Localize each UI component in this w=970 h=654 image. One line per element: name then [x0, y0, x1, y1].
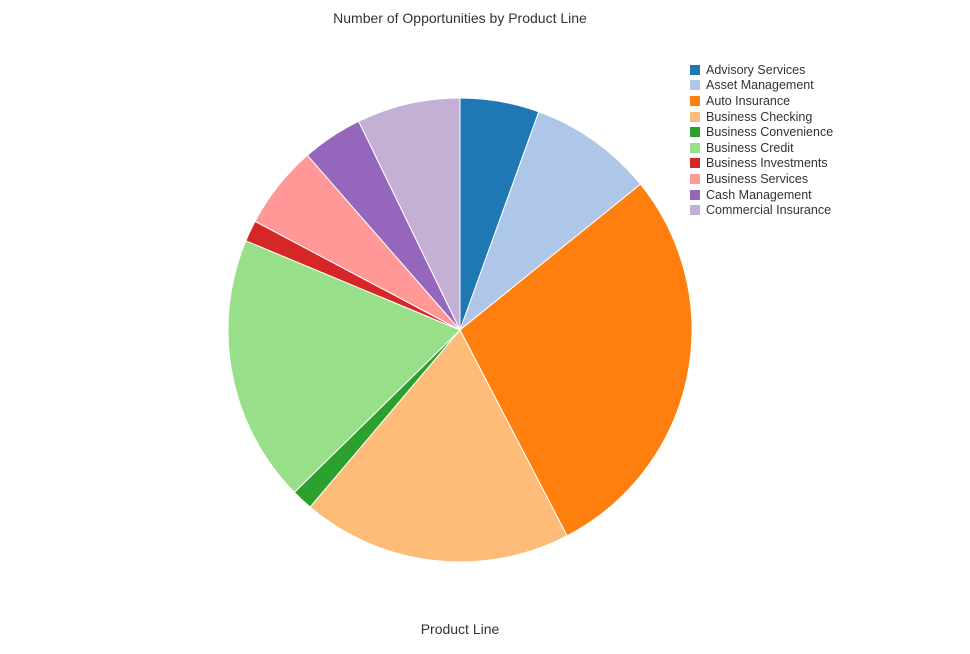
- legend-swatch: [690, 64, 700, 75]
- legend-label: Cash Management: [706, 187, 812, 202]
- pie-slice-commercial-insurance[interactable]: [358, 97, 461, 331]
- x-axis-label: Product Line: [420, 621, 500, 637]
- legend-swatch: [690, 127, 700, 138]
- legend-label: Asset Management: [706, 78, 814, 93]
- legend-item[interactable]: Commercial Insurance: [690, 202, 833, 218]
- legend-label: Business Services: [706, 171, 809, 186]
- legend-label: Business Investments: [706, 156, 828, 171]
- pie-slice-auto-insurance[interactable]: [459, 183, 693, 537]
- legend-item[interactable]: Business Investments: [690, 156, 833, 172]
- legend-swatch: [690, 111, 700, 122]
- legend-label: Business Credit: [706, 140, 794, 155]
- legend-label: Business Convenience: [706, 125, 834, 140]
- legend-swatch: [690, 173, 700, 184]
- legend-swatch: [690, 189, 700, 200]
- legend-item[interactable]: Business Credit: [690, 140, 833, 156]
- legend-label: Auto Insurance: [706, 93, 791, 108]
- legend-swatch: [690, 158, 700, 169]
- pie-slice-asset-management[interactable]: [458, 111, 642, 332]
- legend-item[interactable]: Auto Insurance: [690, 93, 833, 109]
- legend-item[interactable]: Business Convenience: [690, 124, 833, 140]
- chart-title: Number of Opportunities by Product Line: [333, 10, 587, 26]
- legend-label: Advisory Services: [706, 62, 806, 77]
- legend-swatch: [690, 142, 700, 153]
- legend-label: Business Checking: [706, 109, 813, 124]
- legend-item[interactable]: Business Services: [690, 171, 833, 187]
- legend-item[interactable]: Cash Management: [690, 187, 833, 203]
- pie-slices: [227, 97, 693, 563]
- pie-slice-business-checking[interactable]: [309, 329, 568, 563]
- legend-label: Commercial Insurance: [706, 203, 832, 218]
- legend-swatch: [690, 80, 700, 91]
- pie-slice-business-credit[interactable]: [227, 240, 461, 494]
- legend-item[interactable]: Business Checking: [690, 109, 833, 125]
- legend-swatch: [690, 205, 700, 216]
- legend: Advisory Services Asset Management Auto In…: [690, 62, 833, 218]
- legend-swatch: [690, 95, 700, 106]
- legend-item[interactable]: Advisory Services: [690, 62, 833, 78]
- legend-item[interactable]: Asset Management: [690, 78, 833, 94]
